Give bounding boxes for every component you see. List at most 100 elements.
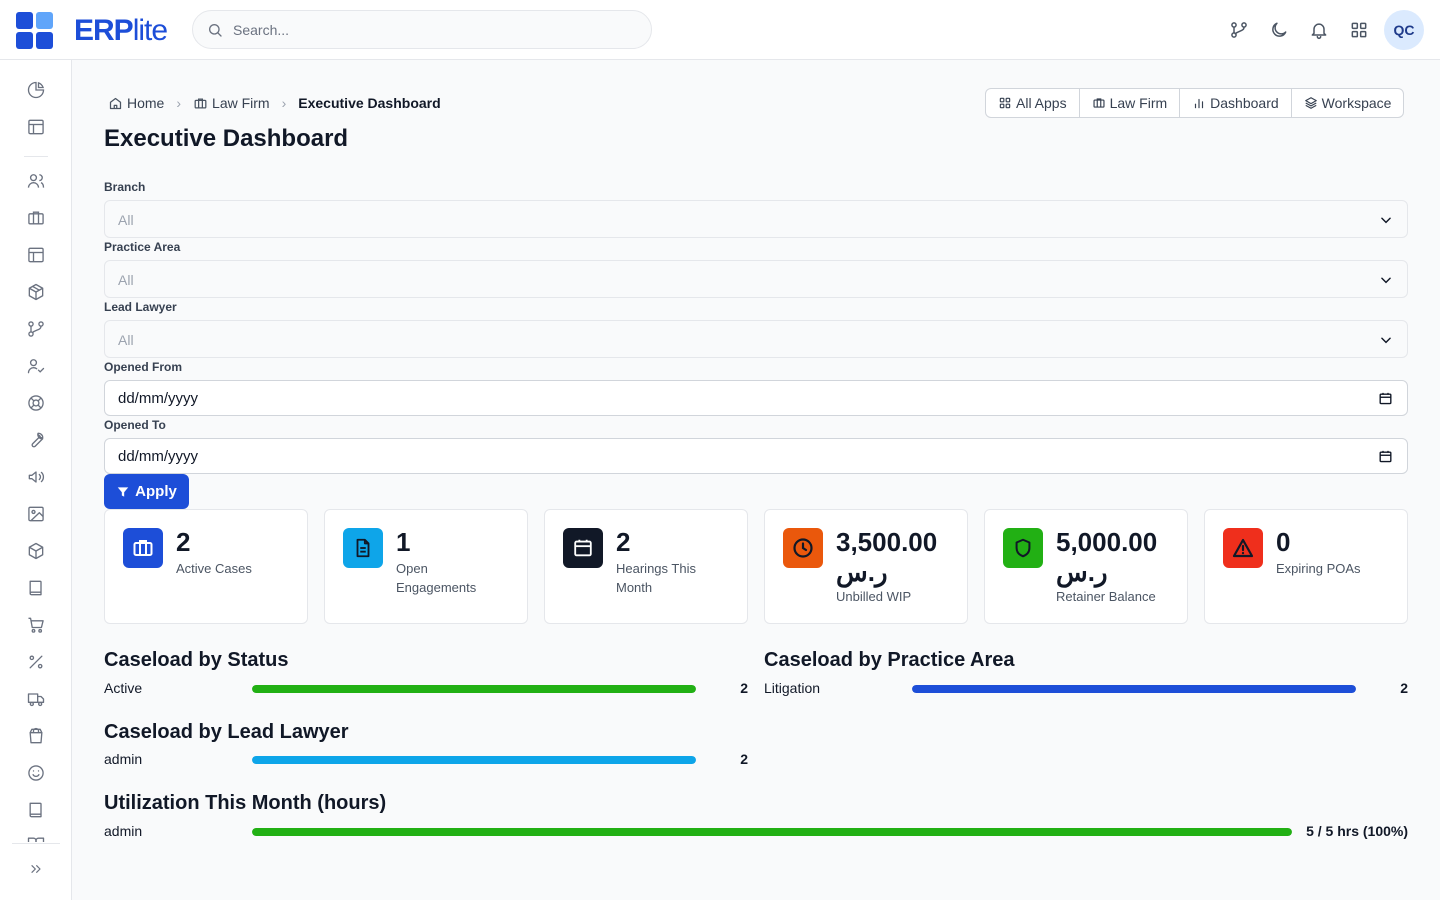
pie-chart-icon[interactable]: [24, 78, 48, 102]
layout-icon[interactable]: [24, 115, 48, 139]
lead-lawyer-select-value: All: [118, 332, 134, 348]
lead-lawyer-select[interactable]: All: [104, 320, 1408, 358]
kpi-label: Active Cases: [176, 561, 252, 576]
briefcase-icon[interactable]: [24, 206, 48, 230]
opened-from-date-input[interactable]: dd/mm/yyyy: [104, 380, 1408, 416]
kpi-label: Expiring POAs: [1276, 561, 1361, 576]
kpi-label: Retainer Balance: [1056, 589, 1156, 604]
chevron-down-icon: [1381, 337, 1391, 344]
lead-lawyer-label: Lead Lawyer: [104, 300, 177, 314]
wrench-icon[interactable]: [24, 428, 48, 452]
branch-select-value: All: [118, 212, 134, 228]
top-bar: ERPlite QC: [0, 0, 1440, 60]
bar-value: 5 / 5 hrs (100%): [1306, 823, 1408, 839]
opened-from-label: Opened From: [104, 360, 183, 374]
kpi-card-active-cases: 2 Active Cases: [104, 509, 308, 624]
breadcrumb-home[interactable]: Home: [108, 95, 164, 111]
user-avatar[interactable]: QC: [1384, 10, 1424, 50]
search-icon: [209, 24, 222, 37]
bar-track: [252, 756, 696, 764]
kpi-label: Open Engagements: [396, 561, 477, 595]
clock-icon: [783, 528, 823, 568]
home-icon: [109, 97, 122, 109]
opened-to-date-input[interactable]: dd/mm/yyyy: [104, 438, 1408, 474]
kpi-card-unbilled-wip: 3,500.00 ر.س Unbilled WIP: [764, 509, 968, 624]
book-open-icon[interactable]: [24, 832, 48, 842]
bar-fill: [912, 685, 1356, 693]
chevron-right-icon: ›: [176, 95, 182, 111]
box-icon[interactable]: [24, 539, 48, 563]
law-firm-button[interactable]: Law Firm: [1080, 89, 1181, 117]
expand-sidebar-icon[interactable]: [24, 857, 48, 881]
bar-label: Litigation: [764, 680, 821, 696]
package-icon[interactable]: [24, 280, 48, 304]
percent-icon[interactable]: [24, 650, 48, 674]
opened-to-value: dd/mm/yyyy: [118, 448, 199, 465]
shield-icon: [1003, 528, 1043, 568]
calendar-icon: [563, 528, 603, 568]
calendar-icon[interactable]: [1378, 449, 1393, 464]
user-check-icon[interactable]: [24, 354, 48, 378]
practice-area-select[interactable]: All: [104, 260, 1408, 298]
smile-icon[interactable]: [24, 761, 48, 785]
shopping-cart-icon[interactable]: [24, 613, 48, 637]
notebook-icon[interactable]: [24, 798, 48, 822]
bar-value: 2: [740, 680, 748, 696]
briefcase-icon: [1093, 98, 1105, 108]
kpi-label: Unbilled WIP: [836, 589, 912, 604]
sidebar: [0, 60, 72, 900]
document-icon: [343, 528, 383, 568]
branch-select[interactable]: All: [104, 200, 1408, 238]
bar-fill: [252, 685, 696, 693]
book-icon[interactable]: [24, 576, 48, 600]
all-apps-button[interactable]: All Apps: [986, 89, 1080, 117]
bar-track: [252, 685, 696, 693]
briefcase-icon: [194, 98, 207, 108]
bar-track: [912, 685, 1356, 693]
notifications-bell-icon[interactable]: [1307, 18, 1331, 42]
apps-grid-icon[interactable]: [1347, 18, 1371, 42]
kpi-card-hearings: 2 Hearings This Month: [544, 509, 748, 624]
quick-nav-group: All Apps Law Firm Dashboard Workspace: [985, 88, 1405, 118]
table-layout-icon[interactable]: [24, 243, 48, 267]
grid-icon: [999, 97, 1011, 109]
workspace-button[interactable]: Workspace: [1292, 89, 1404, 117]
opened-to-label: Opened To: [104, 418, 166, 432]
bar-label: admin: [104, 751, 143, 767]
shopping-bag-icon[interactable]: [24, 724, 48, 748]
bar-value: 2: [740, 751, 748, 767]
megaphone-icon[interactable]: [24, 465, 48, 489]
opened-from-value: dd/mm/yyyy: [118, 390, 199, 407]
search-input[interactable]: [233, 19, 633, 41]
kpi-value: 2: [616, 527, 631, 557]
git-branch-icon[interactable]: [24, 317, 48, 341]
dark-mode-moon-icon[interactable]: [1267, 18, 1291, 42]
warning-icon: [1223, 528, 1263, 568]
app-logo-icon[interactable]: [16, 12, 53, 49]
apply-filters-button[interactable]: Apply: [104, 474, 189, 509]
sidebar-divider: [24, 156, 48, 157]
calendar-icon[interactable]: [1378, 391, 1393, 406]
kpi-card-open-engagements: 1 Open Engagements: [324, 509, 528, 624]
layers-icon: [1304, 97, 1317, 109]
bar-value: 2: [1400, 680, 1408, 696]
caseload-practice-title: Caseload by Practice Area: [764, 649, 1015, 671]
utilization-title: Utilization This Month (hours): [104, 792, 387, 814]
bar-label: admin: [104, 823, 143, 839]
dashboard-button[interactable]: Dashboard: [1180, 89, 1292, 117]
image-icon[interactable]: [24, 502, 48, 526]
users-icon[interactable]: [24, 169, 48, 193]
breadcrumb-law-firm[interactable]: Law Firm: [193, 95, 270, 111]
chevron-down-icon: [1381, 217, 1391, 224]
kpi-value: 5,000.00 ر.س: [1056, 527, 1158, 587]
search-box[interactable]: [192, 10, 652, 49]
kpi-value: 0: [1276, 527, 1291, 557]
lifebuoy-icon[interactable]: [24, 391, 48, 415]
breadcrumb-current: Executive Dashboard: [298, 95, 441, 111]
app-logo-text[interactable]: ERPlite: [74, 14, 168, 47]
caseload-status-title: Caseload by Status: [104, 649, 289, 671]
truck-icon[interactable]: [24, 687, 48, 711]
bar-chart-icon: [1195, 98, 1204, 109]
chevron-right-icon: ›: [281, 95, 287, 111]
git-branch-icon[interactable]: [1227, 18, 1251, 42]
